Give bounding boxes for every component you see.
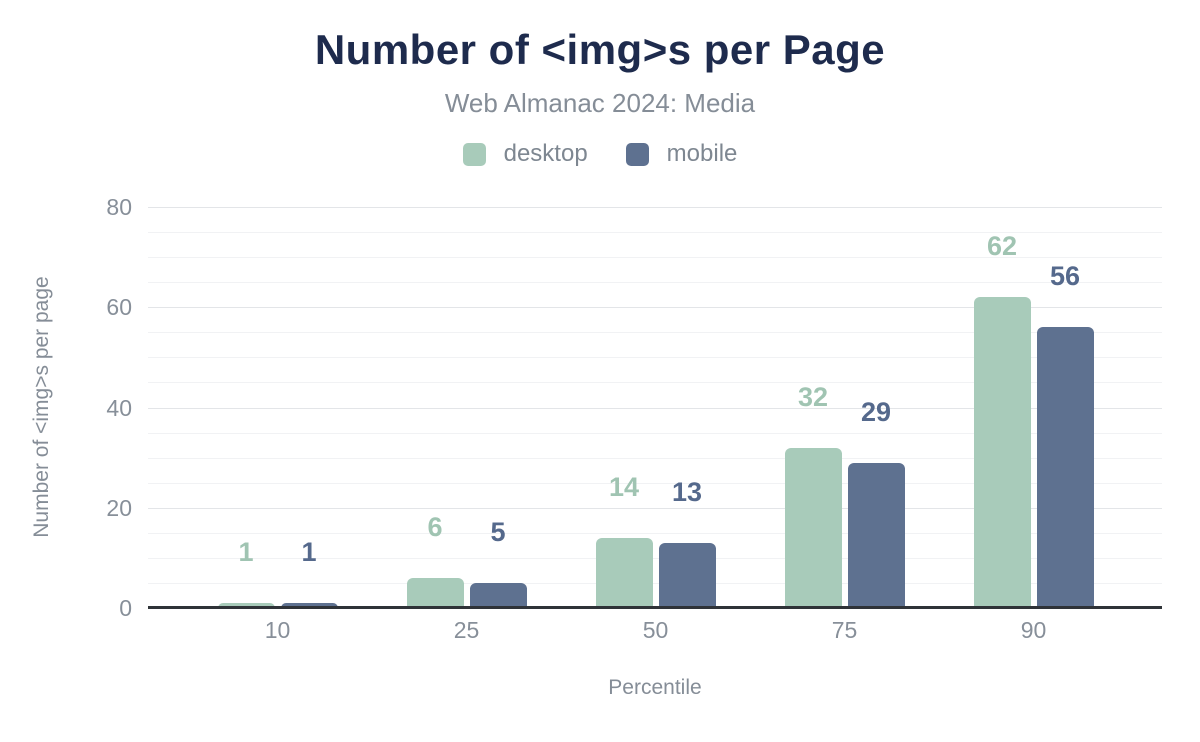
bar-mobile-p75 — [847, 462, 905, 608]
gridline-minor — [148, 532, 1162, 534]
gridline-minor — [148, 332, 1162, 334]
gridline-minor — [148, 282, 1162, 284]
bar-desktop-p90 — [973, 297, 1031, 608]
y-tick-label: 0 — [119, 595, 132, 621]
x-tick-label: 25 — [453, 617, 480, 643]
y-tick-label: 80 — [106, 194, 132, 220]
chart-subtitle: Web Almanac 2024: Media — [444, 88, 756, 118]
gridline-minor — [148, 432, 1162, 434]
value-label-desktop-p10: 1 — [238, 536, 254, 567]
gridline-major — [148, 207, 1162, 208]
value-label-desktop-p50: 14 — [608, 471, 640, 502]
x-tick-label: 90 — [1020, 617, 1047, 643]
y-tick-label: 40 — [106, 394, 132, 421]
x-tick-label: 10 — [264, 617, 291, 643]
chart-title: Number of <img>s per Page — [314, 26, 886, 73]
bar-mobile-p25 — [469, 582, 527, 608]
x-axis-title: Percentile — [608, 676, 702, 699]
legend-swatch-mobile — [625, 142, 649, 166]
x-tick-label: 75 — [831, 617, 858, 643]
gridline-minor — [148, 257, 1162, 259]
gridline-major — [148, 307, 1162, 309]
bar-mobile-p50 — [658, 542, 716, 608]
gridline-minor — [148, 557, 1162, 559]
value-label-mobile-p75: 29 — [860, 396, 892, 427]
gridline-minor — [148, 582, 1162, 584]
gridline-minor — [148, 382, 1162, 384]
value-label-mobile-p25: 5 — [490, 516, 506, 547]
bar-desktop-p25 — [406, 577, 464, 608]
value-label-mobile-p90: 56 — [1049, 261, 1081, 292]
gridline-major — [148, 507, 1162, 509]
legend-label-mobile: mobile — [666, 140, 738, 167]
bar-desktop-p75 — [784, 447, 842, 608]
bar-mobile-p10 — [280, 602, 338, 608]
gridline-minor — [148, 357, 1162, 359]
value-label-desktop-p25: 6 — [427, 511, 443, 542]
legend: desktop mobile — [0, 140, 1200, 168]
x-axis-line — [148, 606, 1162, 609]
y-axis-title: Number of <img>s per page — [30, 276, 53, 538]
value-label-mobile-p50: 13 — [671, 476, 703, 507]
legend-label-desktop: desktop — [503, 140, 588, 167]
legend-swatch-desktop — [462, 142, 486, 166]
bar-desktop-p10 — [217, 602, 275, 608]
y-tick-label: 60 — [106, 294, 132, 321]
gridline-minor — [148, 457, 1162, 459]
legend-item-mobile: mobile — [625, 140, 738, 168]
legend-item-desktop: desktop — [462, 140, 588, 168]
bar-mobile-p90 — [1036, 327, 1094, 608]
y-tick-label: 20 — [106, 494, 132, 521]
x-tick-label: 50 — [642, 617, 669, 643]
value-label-desktop-p90: 62 — [986, 231, 1018, 262]
gridline-minor — [148, 232, 1162, 234]
value-label-mobile-p10: 1 — [301, 536, 317, 567]
gridline-minor — [148, 482, 1162, 484]
value-label-desktop-p75: 32 — [797, 381, 829, 412]
gridline-major — [148, 407, 1162, 409]
bar-desktop-p50 — [595, 537, 653, 608]
